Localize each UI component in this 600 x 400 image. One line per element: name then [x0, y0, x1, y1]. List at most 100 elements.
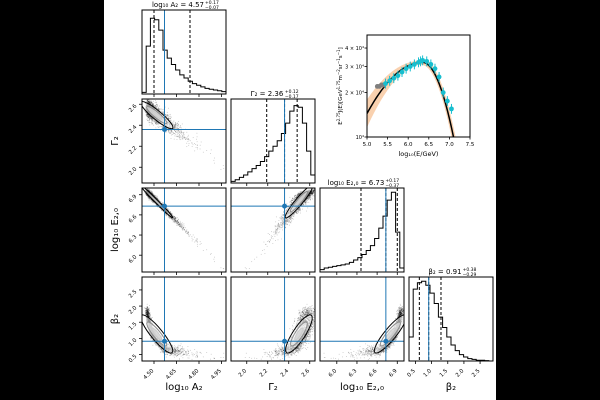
sample-point: [181, 132, 183, 134]
sample-point: [180, 224, 182, 226]
sample-point: [156, 105, 158, 107]
sample-point: [196, 240, 197, 241]
sample-point: [148, 188, 150, 190]
sample-point: [147, 113, 148, 115]
y-tick-label: 2.0: [128, 166, 139, 177]
sample-point: [173, 218, 175, 220]
sample-point: [148, 100, 149, 102]
sample-point: [151, 193, 153, 195]
sample-point: [148, 114, 149, 116]
sample-point: [178, 224, 179, 226]
sample-point: [181, 222, 183, 224]
sample-point: [214, 157, 215, 159]
sample-point: [154, 195, 156, 197]
sample-point: [174, 220, 176, 222]
sample-point: [148, 118, 150, 120]
sample-point: [186, 231, 188, 233]
sample-point: [167, 128, 169, 130]
sample-point: [188, 232, 189, 234]
sample-point: [151, 199, 152, 200]
sample-point: [169, 211, 171, 213]
sample-point: [223, 268, 225, 270]
sample-point: [172, 218, 174, 220]
sample-point: [151, 199, 153, 201]
sample-point: [168, 129, 169, 131]
sample-point: [179, 224, 181, 226]
sample-point: [147, 101, 149, 103]
sample-point: [173, 221, 175, 223]
sample-point: [146, 100, 148, 101]
sample-point: [155, 106, 157, 108]
sample-point: [176, 222, 178, 224]
sample-point: [174, 125, 176, 127]
panel-frame: [141, 9, 227, 95]
sample-point: [152, 105, 154, 107]
sample-point: [171, 219, 173, 220]
sample-point: [210, 149, 212, 151]
sample-point: [157, 198, 159, 200]
sample-point: [177, 223, 179, 225]
sample-point: [173, 127, 175, 129]
sample-point: [150, 116, 152, 118]
sample-point: [152, 104, 154, 106]
sample-point: [149, 100, 150, 102]
sample-point: [172, 122, 174, 124]
sample-point: [160, 209, 162, 210]
sample-point: [187, 231, 189, 233]
sample-point: [147, 101, 149, 103]
sample-point: [167, 115, 169, 117]
sample-point: [151, 119, 153, 121]
sample-point: [148, 122, 150, 124]
sample-point: [175, 220, 176, 222]
sample-point: [147, 195, 149, 197]
sample-point: [180, 137, 182, 138]
sample-point: [171, 218, 173, 219]
sample-point: [174, 216, 176, 218]
sample-point: [158, 122, 159, 124]
sample-point: [220, 267, 222, 269]
sample-point: [150, 116, 151, 117]
sample-point: [148, 190, 150, 192]
sample-point: [178, 223, 180, 225]
sample-point: [147, 102, 149, 103]
sample-point: [174, 122, 176, 123]
sample-point: [157, 121, 158, 123]
sample-point: [155, 197, 157, 199]
sample-point: [174, 126, 176, 128]
sample-point: [151, 102, 152, 104]
sample-point: [152, 194, 154, 196]
sample-point: [149, 103, 150, 105]
sample-point: [153, 104, 154, 105]
sample-point: [148, 114, 149, 115]
sample-point: [155, 120, 157, 122]
sample-point: [181, 228, 183, 230]
sample-point: [172, 215, 173, 216]
sample-point: [157, 107, 159, 109]
sample-point: [151, 118, 153, 120]
sample-point: [168, 116, 170, 118]
sample-point: [175, 220, 177, 222]
sample-point: [158, 126, 160, 128]
sample-point: [179, 225, 181, 227]
sample-point: [150, 103, 152, 105]
sample-point: [151, 103, 153, 105]
sample-point: [151, 193, 152, 194]
sample-point: [150, 121, 152, 123]
sample-point: [180, 126, 182, 128]
sample-point: [195, 239, 197, 241]
sample-point: [150, 117, 151, 119]
sample-point: [173, 218, 174, 220]
sample-point: [178, 130, 179, 132]
sample-point: [172, 121, 174, 123]
sample-point: [167, 114, 168, 115]
sample-point: [178, 223, 179, 225]
sample-point: [164, 126, 166, 128]
sample-point: [167, 215, 169, 217]
sample-point: [165, 207, 167, 209]
sample-point: [196, 238, 198, 240]
sample-point: [152, 118, 153, 120]
sample-point: [150, 100, 152, 102]
title-label: Γ₂: [251, 90, 258, 98]
sample-point: [152, 105, 153, 106]
sample-point: [191, 237, 193, 239]
